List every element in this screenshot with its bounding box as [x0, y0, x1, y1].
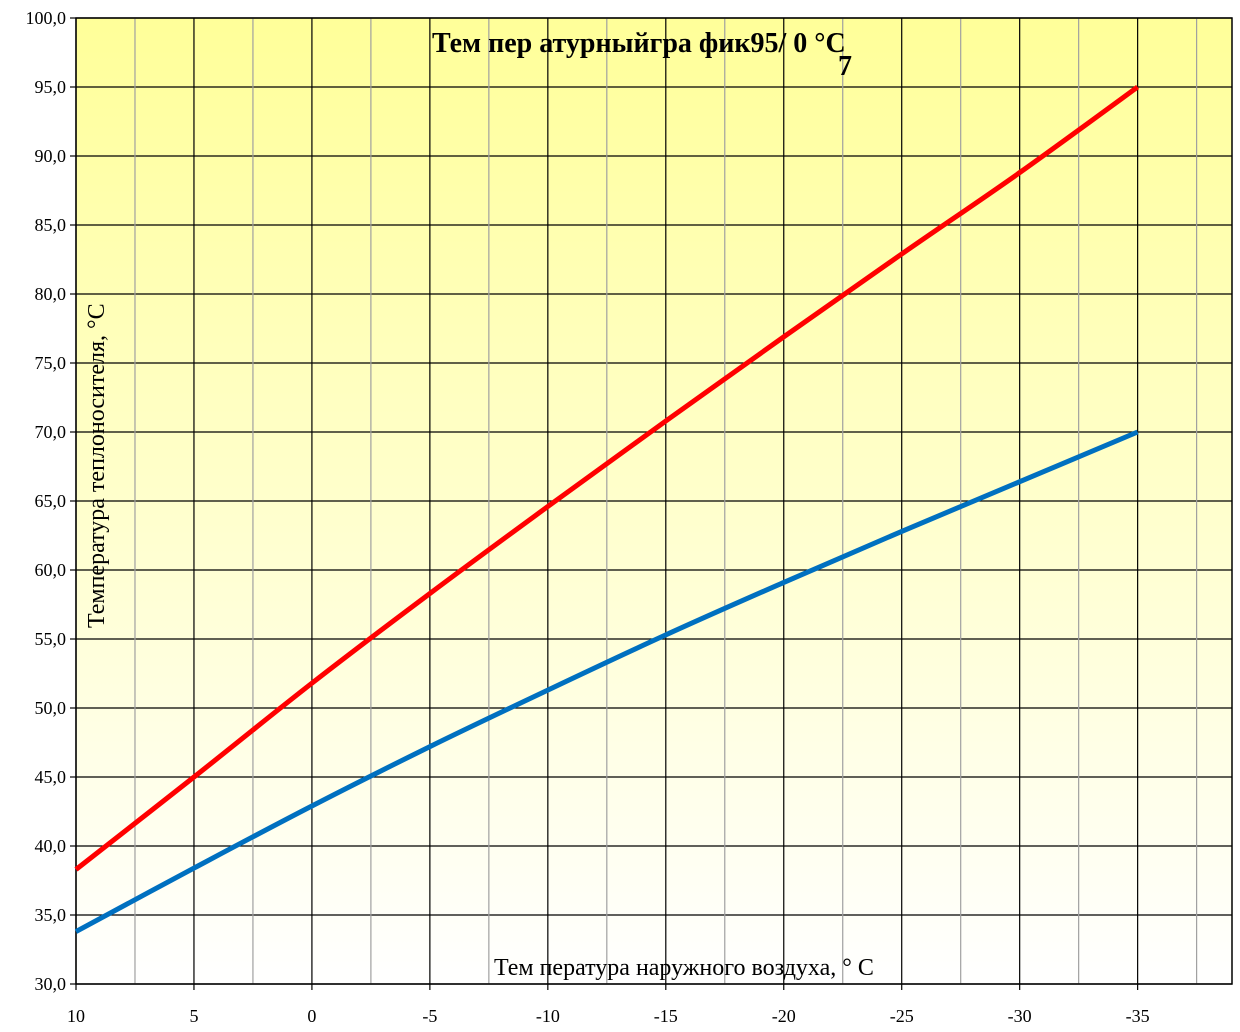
x-tick-label: 0	[307, 1006, 316, 1026]
y-axis-label: Температура теплоносителя, °С	[84, 303, 110, 628]
x-tick-label: 5	[189, 1006, 198, 1026]
x-tick-label: -10	[536, 1006, 560, 1026]
y-tick-label: 75,0	[35, 353, 67, 373]
y-tick-label: 85,0	[35, 215, 67, 235]
y-tick-label: 80,0	[35, 284, 67, 304]
x-tick-label: -20	[772, 1006, 796, 1026]
y-tick-label: 60,0	[35, 560, 67, 580]
chart-title: Тем пер атурныйгра фик95/ 0 °C	[432, 28, 846, 59]
y-tick-label: 35,0	[35, 905, 67, 925]
x-tick-label: -30	[1008, 1006, 1032, 1026]
x-axis-label: Тем пература наружного воздуха, ° С	[494, 955, 874, 981]
y-tick-label: 70,0	[35, 422, 67, 442]
y-tick-label: 55,0	[35, 629, 67, 649]
y-tick-label: 50,0	[35, 698, 67, 718]
y-axis-ticks: 30,0 35,0 40,0 45,0 50,0 55,0 60,0 65,0 70,0 75,0…	[26, 8, 76, 994]
y-tick-label: 45,0	[35, 767, 67, 787]
x-tick-label: -15	[654, 1006, 678, 1026]
y-tick-label: 65,0	[35, 491, 67, 511]
x-tick-label: -35	[1126, 1006, 1150, 1026]
chart-title-subscript: 7	[838, 51, 852, 82]
x-tick-label: 10	[67, 1006, 85, 1026]
series-lines	[74, 84, 1140, 934]
x-tick-label: -25	[890, 1006, 914, 1026]
y-tick-label: 95,0	[35, 77, 67, 97]
x-tick-label: -5	[422, 1006, 437, 1026]
series-line-1	[74, 84, 1140, 872]
y-tick-label: 30,0	[35, 974, 67, 994]
series-line-2	[74, 429, 1139, 934]
y-tick-label: 40,0	[35, 836, 67, 856]
y-tick-label: 100,0	[26, 8, 67, 28]
y-tick-label: 90,0	[35, 146, 67, 166]
x-axis-ticks: 10 5 0 -5 -10 -15 -20 -25 -30 -35	[67, 984, 1150, 1026]
